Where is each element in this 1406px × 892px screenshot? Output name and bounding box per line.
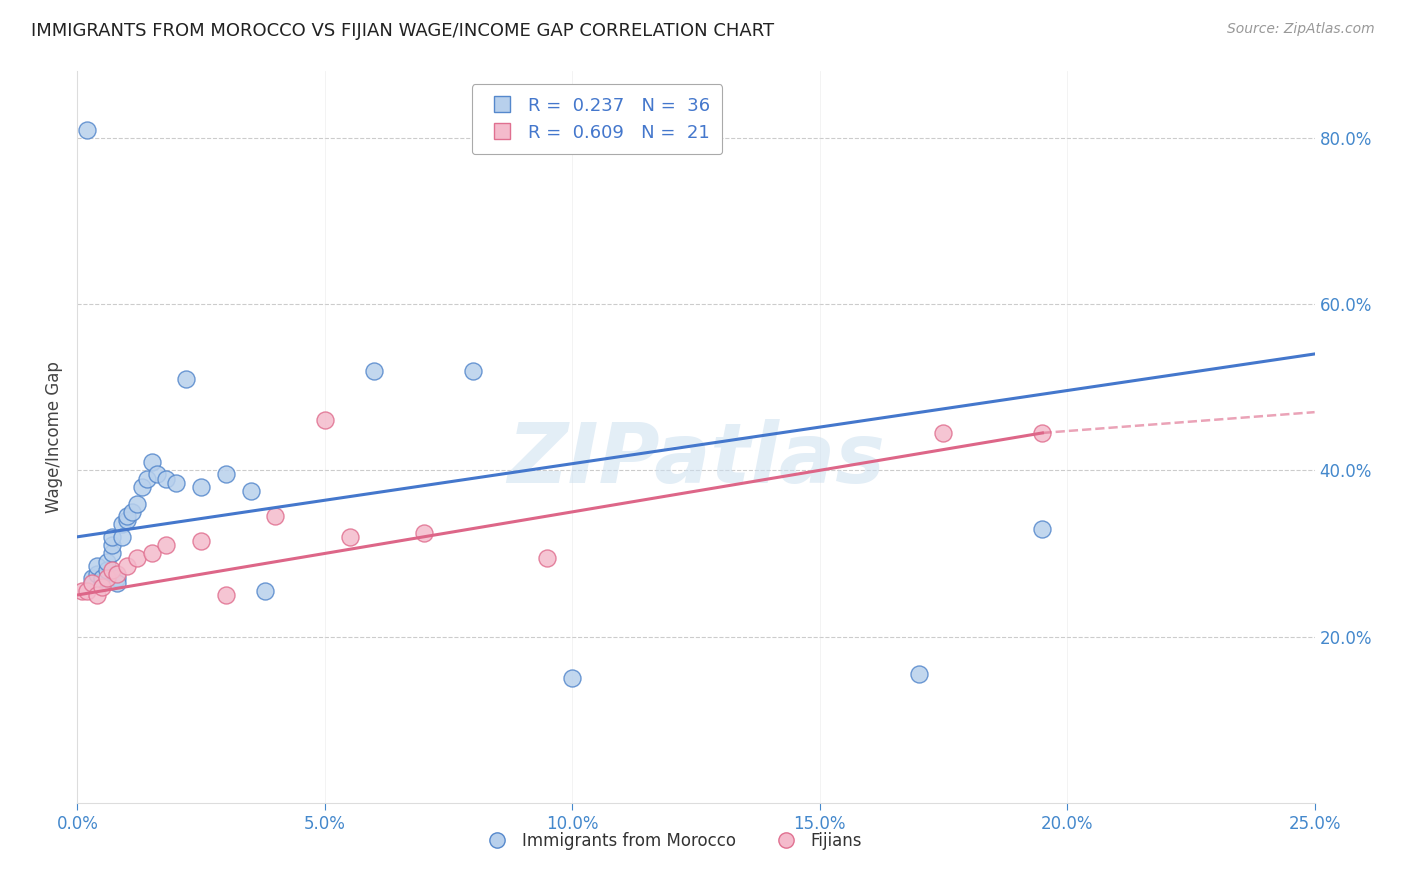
Text: ZIPatlas: ZIPatlas bbox=[508, 418, 884, 500]
Point bbox=[165, 475, 187, 490]
Point bbox=[215, 588, 238, 602]
Point bbox=[121, 505, 143, 519]
Point bbox=[76, 122, 98, 136]
Point bbox=[135, 472, 157, 486]
Point bbox=[86, 567, 108, 582]
Point bbox=[111, 517, 134, 532]
Point bbox=[105, 575, 128, 590]
Point bbox=[101, 546, 124, 560]
Text: IMMIGRANTS FROM MOROCCO VS FIJIAN WAGE/INCOME GAP CORRELATION CHART: IMMIGRANTS FROM MOROCCO VS FIJIAN WAGE/I… bbox=[31, 22, 775, 40]
Point bbox=[264, 509, 287, 524]
Point bbox=[155, 538, 177, 552]
Point bbox=[105, 567, 128, 582]
Point bbox=[105, 571, 128, 585]
Point bbox=[561, 671, 583, 685]
Legend: Immigrants from Morocco, Fijians: Immigrants from Morocco, Fijians bbox=[474, 825, 869, 856]
Point bbox=[339, 530, 361, 544]
Point bbox=[239, 484, 262, 499]
Point bbox=[115, 513, 138, 527]
Point bbox=[125, 550, 148, 565]
Point bbox=[82, 571, 104, 585]
Point bbox=[932, 425, 955, 440]
Point bbox=[91, 571, 114, 585]
Point bbox=[76, 583, 98, 598]
Point bbox=[115, 509, 138, 524]
Point bbox=[155, 472, 177, 486]
Point bbox=[101, 530, 124, 544]
Point bbox=[101, 563, 124, 577]
Text: Source: ZipAtlas.com: Source: ZipAtlas.com bbox=[1227, 22, 1375, 37]
Point bbox=[96, 555, 118, 569]
Point bbox=[1031, 425, 1053, 440]
Point bbox=[215, 467, 238, 482]
Point bbox=[907, 667, 929, 681]
Point bbox=[115, 558, 138, 573]
Point bbox=[91, 580, 114, 594]
Point bbox=[190, 480, 212, 494]
Point bbox=[82, 575, 104, 590]
Point bbox=[86, 588, 108, 602]
Point bbox=[412, 525, 434, 540]
Point bbox=[131, 480, 153, 494]
Point bbox=[111, 530, 134, 544]
Point bbox=[463, 363, 485, 377]
Point bbox=[254, 583, 277, 598]
Point bbox=[1031, 521, 1053, 535]
Point bbox=[363, 363, 385, 377]
Point bbox=[141, 455, 163, 469]
Point bbox=[91, 575, 114, 590]
Point bbox=[141, 546, 163, 560]
Point bbox=[174, 372, 197, 386]
Point bbox=[536, 550, 558, 565]
Point bbox=[125, 497, 148, 511]
Point bbox=[190, 533, 212, 548]
Point bbox=[86, 558, 108, 573]
Point bbox=[96, 571, 118, 585]
Point bbox=[82, 575, 104, 590]
Point bbox=[96, 563, 118, 577]
Point bbox=[72, 583, 94, 598]
Point bbox=[101, 538, 124, 552]
Point bbox=[145, 467, 167, 482]
Point bbox=[314, 413, 336, 427]
Y-axis label: Wage/Income Gap: Wage/Income Gap bbox=[45, 361, 63, 513]
